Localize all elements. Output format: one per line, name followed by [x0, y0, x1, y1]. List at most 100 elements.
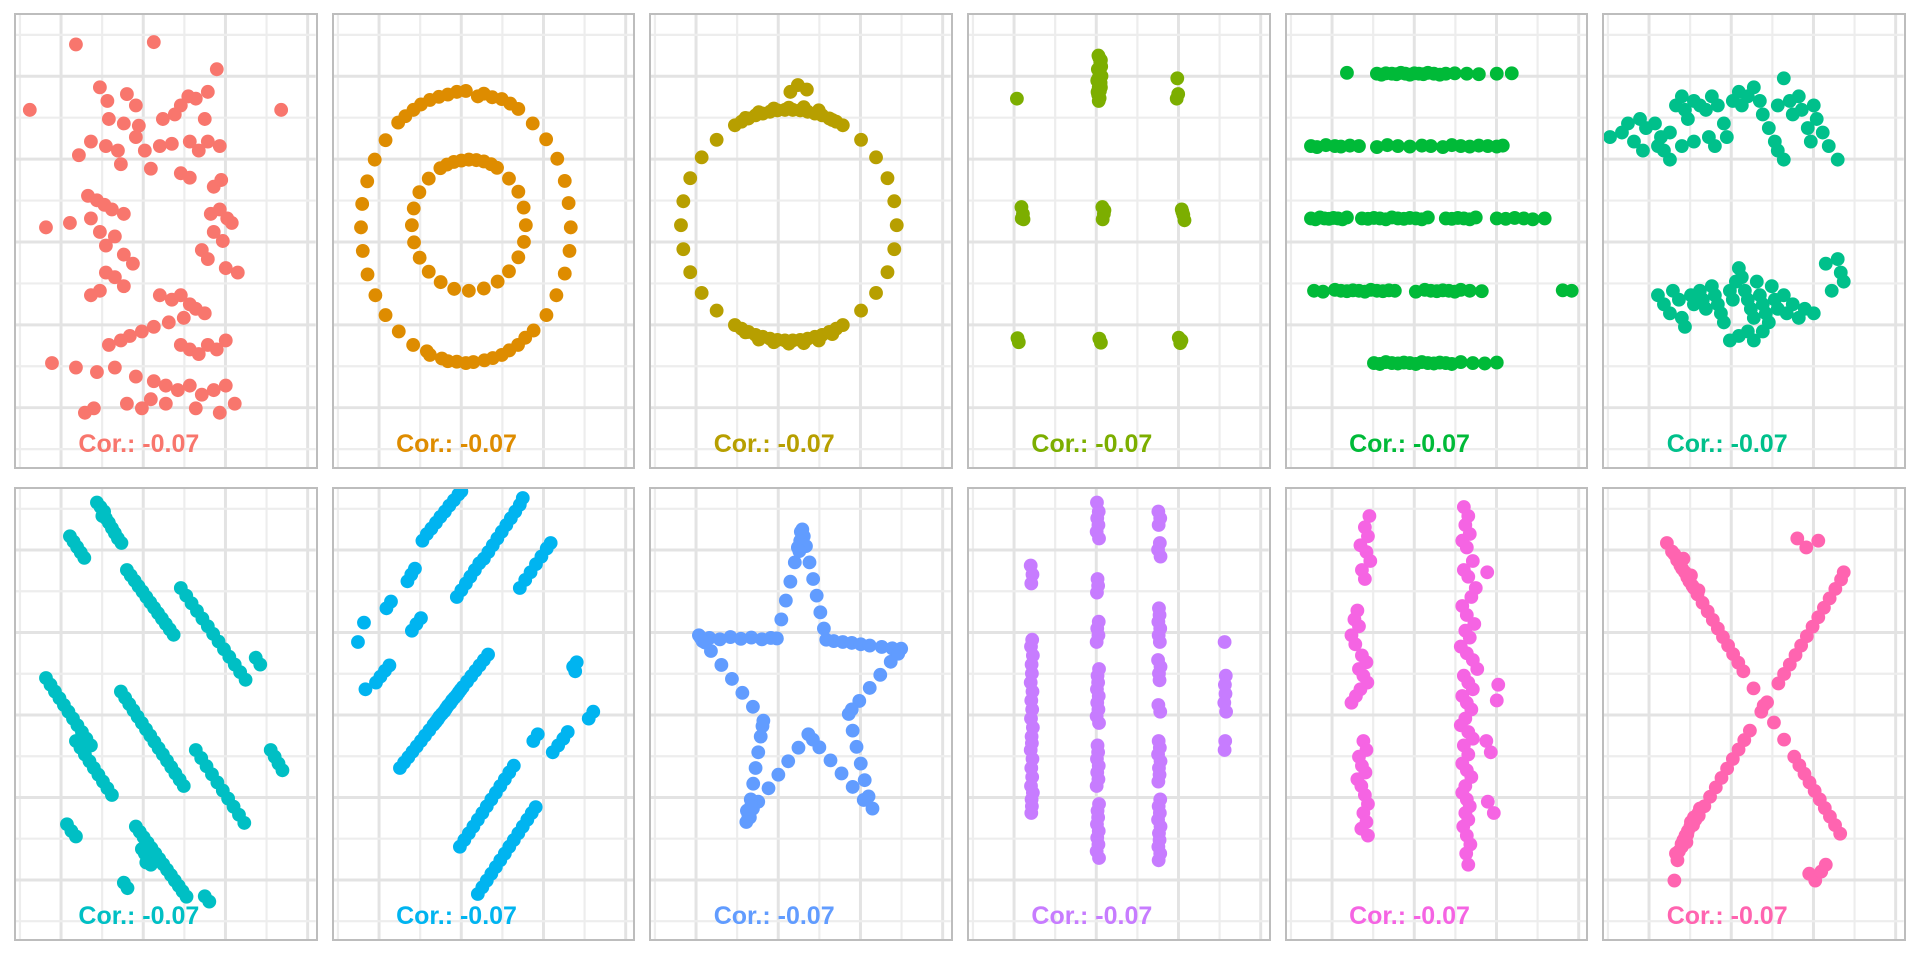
- data-point: [143, 161, 158, 176]
- data-point: [1471, 67, 1486, 82]
- data-point: [725, 671, 740, 686]
- data-point: [114, 536, 129, 550]
- data-point: [428, 715, 443, 730]
- data-point: [783, 574, 798, 589]
- data-point: [1756, 324, 1771, 339]
- data-point: [817, 621, 832, 636]
- data-point: [128, 369, 143, 384]
- data-point: [1833, 826, 1848, 841]
- data-point: [746, 699, 761, 714]
- data-point: [173, 288, 188, 303]
- data-point: [836, 318, 851, 332]
- data-point: [167, 107, 182, 122]
- data-point: [869, 150, 884, 165]
- data-point: [1807, 98, 1821, 113]
- data-point: [449, 84, 464, 99]
- data-point: [200, 252, 215, 267]
- scatter-canvas-slant_down: [16, 489, 316, 939]
- scatter-canvas-high_lines: [1604, 15, 1904, 467]
- data-point: [723, 630, 738, 644]
- data-point: [1480, 794, 1495, 809]
- data-point: [734, 631, 749, 646]
- facet-panel-wide_lines: Cor.: -0.07: [1284, 487, 1589, 941]
- scatter-canvas-dots: [968, 15, 1269, 467]
- data-point: [560, 725, 575, 739]
- data-point: [215, 234, 230, 248]
- data-point: [212, 405, 227, 420]
- data-point: [1380, 138, 1394, 153]
- data-point: [209, 342, 224, 357]
- data-point: [880, 171, 895, 186]
- data-point: [1720, 130, 1735, 145]
- correlation-label: Cor.: -0.07: [78, 902, 200, 930]
- facet-panel-dots: Cor.: -0.07: [966, 13, 1271, 469]
- data-point: [1799, 540, 1814, 555]
- data-point: [846, 779, 860, 794]
- data-point: [1747, 333, 1762, 348]
- data-point: [1819, 256, 1834, 271]
- data-point: [368, 288, 382, 303]
- data-point: [792, 544, 807, 559]
- data-point: [431, 89, 446, 104]
- data-point: [557, 266, 572, 281]
- data-point: [1483, 745, 1498, 760]
- data-point: [695, 634, 710, 649]
- data-point: [683, 171, 698, 186]
- data-point: [413, 97, 428, 112]
- scatter-canvas-bullseye: [333, 15, 634, 467]
- facet-panel-high_lines: Cor.: -0.07: [1602, 13, 1906, 469]
- data-point: [1339, 65, 1354, 80]
- data-point: [1663, 152, 1678, 167]
- data-point: [92, 225, 107, 239]
- data-point: [433, 275, 448, 290]
- data-point: [802, 555, 817, 570]
- data-point: [752, 332, 767, 347]
- data-points-layer: [1604, 71, 1851, 348]
- data-point: [355, 243, 370, 258]
- data-point: [164, 136, 179, 151]
- data-point: [200, 134, 215, 149]
- data-point: [98, 238, 113, 253]
- data-point: [506, 758, 521, 773]
- data-point: [1477, 356, 1492, 371]
- data-point: [1474, 284, 1489, 299]
- data-point: [202, 894, 217, 909]
- data-point: [454, 153, 468, 168]
- data-point: [476, 281, 491, 296]
- gridlines: [651, 489, 951, 939]
- data-point: [391, 324, 406, 339]
- data-point: [1708, 139, 1723, 153]
- data-point: [69, 829, 83, 844]
- data-point: [887, 242, 902, 257]
- data-point: [126, 256, 140, 271]
- data-point: [45, 356, 59, 371]
- data-point: [101, 337, 116, 352]
- data-point: [797, 336, 812, 351]
- facet-panel-v_lines: Cor.: -0.07: [966, 487, 1271, 941]
- data-point: [1461, 569, 1475, 584]
- data-point: [1792, 89, 1807, 104]
- data-points-layer: [1023, 495, 1233, 868]
- data-point: [197, 112, 212, 126]
- data-point: [227, 396, 242, 411]
- data-point: [1504, 66, 1519, 81]
- data-point: [1470, 662, 1484, 676]
- data-point: [1537, 211, 1552, 226]
- data-point: [1174, 333, 1189, 348]
- data-point: [209, 62, 224, 77]
- data-point: [421, 171, 436, 186]
- scatter-canvas-v_lines: [968, 489, 1269, 939]
- data-point: [22, 102, 37, 117]
- data-point: [1699, 301, 1714, 316]
- data-point: [543, 536, 558, 550]
- data-point: [1357, 572, 1372, 586]
- data-point: [825, 327, 840, 342]
- data-point: [515, 491, 530, 505]
- data-point: [1671, 554, 1686, 568]
- data-point: [797, 100, 812, 115]
- data-point: [237, 815, 252, 830]
- data-point: [1831, 152, 1845, 167]
- data-point: [516, 200, 531, 215]
- data-point: [890, 218, 904, 233]
- data-point: [567, 664, 582, 679]
